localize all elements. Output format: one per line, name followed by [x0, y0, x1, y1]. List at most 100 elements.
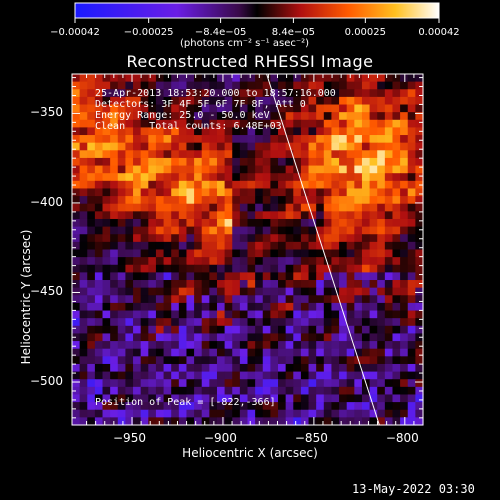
heatmap-cell	[216, 218, 226, 228]
heatmap-cell	[400, 203, 409, 212]
heatmap-cell	[278, 127, 287, 136]
heatmap-cell	[300, 218, 310, 228]
heatmap-cell	[232, 74, 241, 83]
heatmap-cell	[155, 341, 165, 350]
heatmap-cell	[201, 341, 210, 350]
heatmap-cell	[171, 348, 180, 357]
heatmap-cell	[171, 371, 180, 380]
heatmap-cell	[316, 104, 325, 113]
heatmap-cell	[125, 96, 134, 106]
heatmap-cell	[369, 394, 378, 403]
heatmap-cell	[239, 241, 249, 251]
heatmap-cell	[415, 318, 424, 327]
heatmap-cell	[232, 348, 241, 357]
heatmap-cell	[133, 112, 142, 121]
heatmap-cell	[79, 135, 88, 144]
heatmap-cell	[323, 409, 333, 418]
heatmap-cell	[148, 394, 157, 403]
heatmap-cell	[323, 302, 333, 312]
heatmap-cell	[216, 356, 226, 365]
heatmap-cell	[171, 218, 180, 228]
heatmap-cell	[117, 318, 127, 327]
heatmap-cell	[316, 150, 325, 159]
heatmap-cell	[293, 142, 302, 151]
heatmap-cell	[163, 218, 172, 228]
heatmap-cell	[369, 386, 378, 396]
heatmap-cell	[384, 379, 394, 388]
heatmap-cell	[216, 180, 226, 190]
heatmap-cell	[171, 241, 180, 251]
heatmap-cell	[194, 157, 203, 167]
heatmap-cell	[354, 363, 363, 373]
heatmap-cell	[79, 173, 88, 182]
heatmap-cell	[186, 325, 195, 335]
heatmap-cell	[163, 333, 172, 342]
heatmap-cell	[369, 196, 378, 205]
heatmap-cell	[239, 135, 249, 144]
heatmap-cell	[247, 157, 256, 167]
heatmap-cell	[262, 89, 271, 98]
heatmap-cell	[239, 318, 249, 327]
heatmap-cell	[133, 272, 142, 281]
heatmap-cell	[293, 318, 302, 327]
heatmap-cell	[133, 280, 142, 289]
heatmap-cell	[140, 363, 149, 373]
solar-limb-line	[266, 73, 380, 426]
heatmap-cell	[125, 348, 134, 357]
heatmap-cell	[354, 203, 363, 212]
heatmap-cell	[110, 226, 119, 235]
heatmap-cell	[369, 417, 378, 426]
heatmap-cell	[171, 325, 180, 335]
heatmap-cell	[224, 325, 233, 335]
heatmap-cell	[339, 119, 348, 129]
heatmap-cell	[194, 333, 203, 342]
heatmap-cell	[155, 379, 165, 388]
heatmap-cell	[178, 371, 188, 380]
heatmap-cell	[239, 348, 249, 357]
heatmap-cell	[87, 142, 96, 151]
heatmap-cell	[384, 264, 394, 273]
heatmap-cell	[377, 386, 386, 396]
heatmap-cell	[331, 280, 340, 289]
heatmap-cell	[224, 241, 233, 251]
heatmap-cell	[293, 127, 302, 136]
heatmap-cell	[201, 295, 210, 304]
heatmap-cell	[110, 135, 119, 144]
heatmap-cell	[300, 135, 310, 144]
heatmap-cell	[209, 127, 218, 136]
heatmap-cell	[278, 74, 287, 83]
heatmap-cell	[178, 310, 188, 319]
heatmap-cell	[178, 96, 188, 106]
heatmap-cell	[155, 112, 165, 121]
heatmap-cell	[94, 234, 104, 243]
heatmap-cell	[194, 74, 203, 83]
heatmap-cell	[308, 203, 317, 212]
heatmap-cell	[87, 363, 96, 373]
heatmap-cell	[293, 287, 302, 296]
heatmap-cell	[117, 81, 127, 90]
heatmap-cell	[346, 394, 355, 403]
heatmap-cell	[194, 272, 203, 281]
heatmap-cell	[186, 74, 195, 83]
heatmap-cell	[79, 257, 88, 266]
heatmap-cell	[270, 272, 279, 281]
heatmap-cell	[407, 409, 416, 418]
heatmap-cell	[285, 74, 294, 83]
heatmap-cell	[262, 417, 271, 426]
heatmap-cell	[384, 226, 394, 235]
heatmap-cell	[102, 142, 111, 151]
heatmap-cell	[102, 363, 111, 373]
heatmap-cell	[224, 188, 233, 197]
heatmap-cell	[255, 218, 264, 228]
heatmap-cell	[117, 249, 127, 258]
heatmap-cell	[201, 402, 210, 411]
heatmap-cell	[323, 74, 333, 83]
heatmap-cell	[148, 402, 157, 411]
heatmap-cell	[407, 325, 416, 335]
heatmap-cell	[278, 150, 287, 159]
heatmap-cell	[384, 112, 394, 121]
heatmap-cell	[323, 211, 333, 220]
heatmap-cell	[346, 280, 355, 289]
heatmap-cell	[316, 96, 325, 106]
heatmap-cell	[171, 386, 180, 396]
